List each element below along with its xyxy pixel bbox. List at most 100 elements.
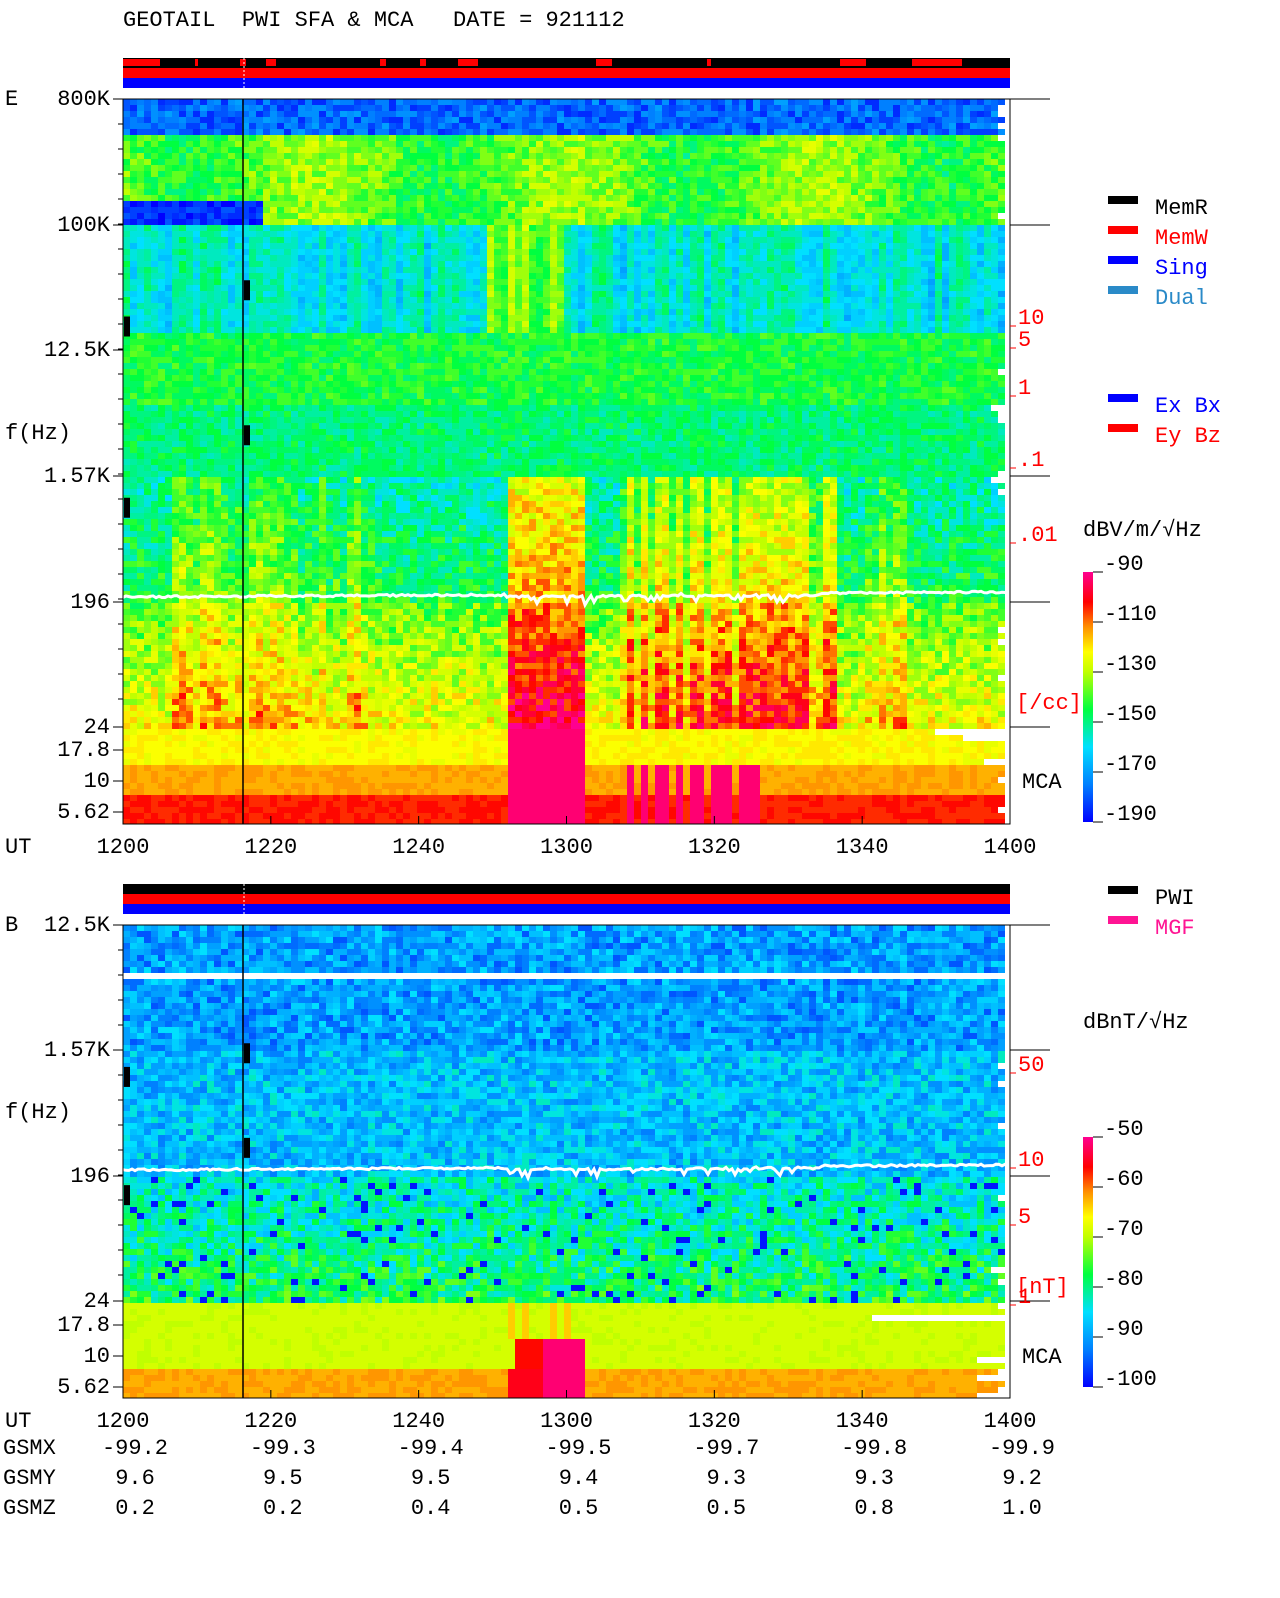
- spectrogram-cell: [550, 237, 557, 243]
- spectrogram-cell: [277, 123, 284, 129]
- spectrogram-cell: [921, 165, 928, 171]
- spectrogram-cell: [676, 243, 683, 249]
- spectrogram-cell: [515, 267, 529, 273]
- spectrogram-cell: [270, 345, 277, 351]
- spectrogram-cell: [774, 177, 781, 183]
- spectrogram-cell: [697, 297, 704, 303]
- spectrogram-cell: [753, 147, 760, 153]
- spectrogram-cell: [151, 315, 158, 321]
- spectrogram-cell: [711, 195, 718, 201]
- spectrogram-cell: [270, 141, 284, 147]
- spectrogram-cell: [886, 129, 893, 135]
- spectrogram-cell: [704, 267, 711, 273]
- spectrogram-cell: [844, 219, 858, 225]
- spectrogram-cell: [935, 225, 942, 231]
- spectrogram-cell: [949, 231, 956, 237]
- spectrogram-cell: [130, 129, 137, 135]
- spectrogram-cell: [914, 261, 921, 267]
- spectrogram-cell: [200, 339, 207, 345]
- spectrogram-cell: [753, 237, 767, 243]
- spectrogram-cell: [725, 321, 732, 327]
- spectrogram-cell: [711, 231, 718, 237]
- spectrogram-cell: [683, 243, 690, 249]
- spectrogram-cell: [655, 165, 662, 171]
- spectrogram-cell: [585, 201, 592, 207]
- spectrogram-cell: [921, 249, 935, 255]
- spectrogram-cell: [648, 297, 655, 303]
- spectrogram-cell: [410, 375, 417, 381]
- spectrogram-cell: [130, 117, 137, 123]
- spectrogram-cell: [823, 153, 830, 159]
- spectrogram-cell: [858, 237, 865, 243]
- spectrogram-cell: [669, 99, 676, 105]
- spectrogram-cell: [907, 231, 921, 237]
- spectrogram-cell: [508, 333, 515, 339]
- spectrogram-cell: [459, 255, 466, 261]
- spectrogram-cell: [179, 111, 186, 117]
- spectrogram-cell: [193, 141, 200, 147]
- spectrogram-cell: [627, 111, 634, 117]
- spectrogram-cell: [515, 243, 522, 249]
- spectrogram-cell: [599, 177, 606, 183]
- spectrogram-cell: [886, 363, 893, 369]
- spectrogram-cell: [977, 99, 984, 105]
- spectrogram-cell: [375, 123, 382, 129]
- spectrogram-cell: [928, 153, 935, 159]
- spectrogram-cell: [823, 171, 837, 177]
- spectrogram-cell: [263, 111, 270, 117]
- spectrogram-cell: [200, 123, 207, 129]
- spectrogram-cell: [844, 369, 851, 375]
- spectrogram-cell: [522, 105, 529, 111]
- spectrogram-cell: [151, 189, 158, 195]
- spectrogram-cell: [200, 351, 214, 357]
- spectrogram-cell: [319, 117, 326, 123]
- spectrogram-cell: [235, 195, 242, 201]
- spectrogram-cell: [186, 189, 193, 195]
- spectrogram-cell: [130, 219, 137, 225]
- spectrogram-cell: [151, 369, 158, 375]
- spectrogram-cell: [984, 105, 991, 111]
- spectrogram-cell: [676, 363, 683, 369]
- spectrogram-cell: [319, 123, 326, 129]
- spectrogram-cell: [410, 363, 417, 369]
- spectrogram-cell: [438, 267, 445, 273]
- spectrogram-cell: [417, 363, 424, 369]
- spectrogram-cell: [606, 351, 613, 357]
- spectrogram-cell: [949, 219, 956, 225]
- spectrogram-cell: [466, 363, 473, 369]
- spectrogram-cell: [249, 219, 256, 225]
- spectrogram-cell: [823, 327, 837, 333]
- spectrogram-cell: [676, 159, 683, 165]
- spectrogram-cell: [711, 117, 718, 123]
- spectrogram-cell: [697, 111, 718, 117]
- spectrogram-cell: [186, 183, 193, 189]
- spectrogram-cell: [879, 249, 886, 255]
- spectrogram-cell: [466, 273, 480, 279]
- spectrogram-cell: [536, 177, 543, 183]
- spectrogram-cell: [893, 261, 900, 267]
- spectrogram-cell: [872, 285, 879, 291]
- spectrogram-cell: [802, 267, 823, 273]
- spectrogram-cell: [970, 279, 977, 285]
- spectrogram-cell: [606, 327, 613, 333]
- spectrogram-cell: [165, 333, 172, 339]
- spectrogram-cell: [270, 261, 291, 267]
- spectrogram-cell: [501, 261, 508, 267]
- spectrogram-cell: [641, 201, 648, 207]
- spectrogram-cell: [333, 231, 340, 237]
- spectrogram-cell: [130, 255, 137, 261]
- spectrogram-cell: [424, 183, 438, 189]
- spectrogram-cell: [529, 303, 536, 309]
- spectrogram-cell: [900, 315, 907, 321]
- spectrogram-cell: [221, 207, 235, 213]
- spectrogram-cell: [767, 153, 774, 159]
- spectrogram-cell: [788, 363, 795, 369]
- spectrogram-cell: [865, 135, 872, 141]
- spectrogram-cell: [536, 201, 543, 207]
- spectrogram-cell: [865, 189, 872, 195]
- spectrogram-cell: [872, 129, 879, 135]
- spectrogram-cell: [739, 267, 753, 273]
- spectrogram-cell: [998, 201, 1005, 207]
- spectrogram-cell: [151, 195, 158, 201]
- spectrogram-cell: [991, 237, 998, 243]
